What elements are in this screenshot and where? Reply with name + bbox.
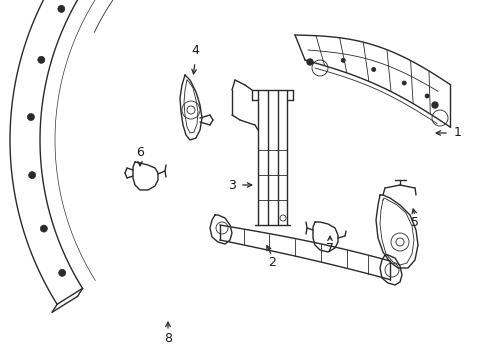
Text: 1: 1 [453, 126, 461, 139]
Text: 5: 5 [410, 216, 418, 229]
Circle shape [424, 94, 428, 98]
Circle shape [58, 5, 65, 12]
Text: 4: 4 [191, 44, 199, 57]
Text: 2: 2 [267, 256, 275, 269]
Circle shape [371, 67, 375, 71]
Circle shape [27, 113, 34, 121]
Text: 3: 3 [227, 179, 235, 192]
Circle shape [402, 81, 406, 85]
Text: 8: 8 [163, 332, 172, 345]
Circle shape [306, 59, 312, 65]
Circle shape [41, 225, 47, 232]
Text: 6: 6 [136, 145, 143, 158]
Circle shape [59, 269, 65, 276]
Circle shape [341, 58, 345, 62]
Circle shape [29, 172, 36, 179]
Circle shape [38, 56, 45, 63]
Text: 7: 7 [325, 242, 333, 255]
Circle shape [431, 102, 437, 108]
